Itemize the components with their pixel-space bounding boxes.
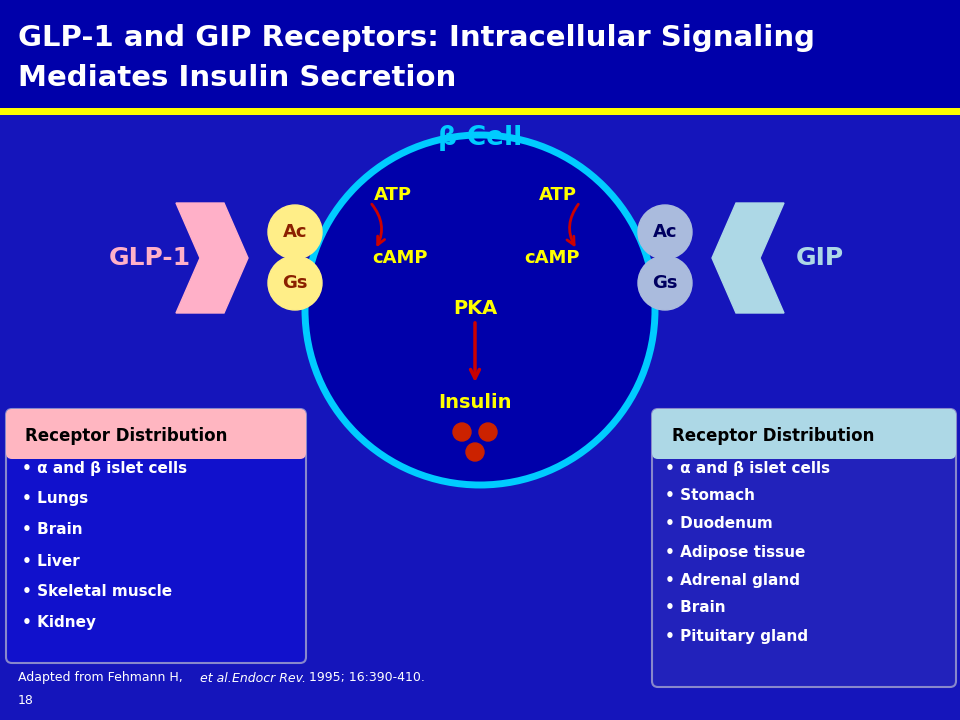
- Text: cAMP: cAMP: [524, 249, 580, 267]
- Text: • Brain: • Brain: [22, 523, 83, 538]
- Text: • Lungs: • Lungs: [22, 492, 88, 506]
- Text: • Adrenal gland: • Adrenal gland: [665, 572, 800, 588]
- Circle shape: [466, 443, 484, 461]
- Circle shape: [638, 256, 692, 310]
- FancyArrowPatch shape: [372, 204, 385, 245]
- Text: cAMP: cAMP: [372, 249, 428, 267]
- Text: • Kidney: • Kidney: [22, 616, 96, 631]
- FancyBboxPatch shape: [6, 409, 306, 663]
- Text: Adapted from Fehmann H,: Adapted from Fehmann H,: [18, 672, 187, 685]
- Text: Receptor Distribution: Receptor Distribution: [672, 427, 875, 445]
- Bar: [0, 108, 960, 115]
- Circle shape: [305, 135, 655, 485]
- Text: Mediates Insulin Secretion: Mediates Insulin Secretion: [18, 64, 456, 92]
- Text: ATP: ATP: [374, 186, 412, 204]
- Bar: [12, 440, 300, 453]
- Text: • Liver: • Liver: [22, 554, 80, 569]
- FancyArrowPatch shape: [470, 323, 479, 378]
- FancyBboxPatch shape: [652, 409, 956, 459]
- Text: • Adipose tissue: • Adipose tissue: [665, 544, 805, 559]
- Text: • Pituitary gland: • Pituitary gland: [665, 629, 808, 644]
- Text: • Skeletal muscle: • Skeletal muscle: [22, 585, 172, 600]
- Circle shape: [268, 256, 322, 310]
- Circle shape: [638, 205, 692, 259]
- Circle shape: [453, 423, 471, 441]
- Text: • α and β islet cells: • α and β islet cells: [665, 461, 830, 475]
- Polygon shape: [176, 203, 248, 313]
- Text: et al.: et al.: [200, 672, 236, 685]
- Text: 1995; 16:390-410.: 1995; 16:390-410.: [305, 672, 425, 685]
- FancyBboxPatch shape: [652, 409, 956, 687]
- Text: GLP-1 and GIP Receptors: Intracellular Signaling: GLP-1 and GIP Receptors: Intracellular S…: [18, 24, 815, 52]
- Circle shape: [268, 205, 322, 259]
- Text: ATP: ATP: [539, 186, 577, 204]
- Polygon shape: [712, 203, 784, 313]
- Text: Ac: Ac: [283, 223, 307, 241]
- Text: • Brain: • Brain: [665, 600, 726, 616]
- Text: Ac: Ac: [653, 223, 677, 241]
- Text: GLP-1: GLP-1: [108, 246, 191, 270]
- Text: PKA: PKA: [453, 299, 497, 318]
- Text: Endocr Rev.: Endocr Rev.: [232, 672, 306, 685]
- Text: β-Cell: β-Cell: [438, 125, 522, 151]
- FancyArrowPatch shape: [567, 204, 578, 245]
- Text: GIP: GIP: [796, 246, 844, 270]
- Text: 18: 18: [18, 693, 34, 706]
- Text: Gs: Gs: [282, 274, 308, 292]
- Text: • Duodenum: • Duodenum: [665, 516, 773, 531]
- Bar: [658, 440, 950, 453]
- Text: • α and β islet cells: • α and β islet cells: [22, 461, 187, 475]
- Text: Receptor Distribution: Receptor Distribution: [25, 427, 228, 445]
- Text: • Stomach: • Stomach: [665, 488, 755, 503]
- Text: Gs: Gs: [652, 274, 678, 292]
- Circle shape: [479, 423, 497, 441]
- FancyBboxPatch shape: [6, 409, 306, 459]
- Bar: [0, 0, 960, 108]
- Text: Insulin: Insulin: [439, 392, 512, 412]
